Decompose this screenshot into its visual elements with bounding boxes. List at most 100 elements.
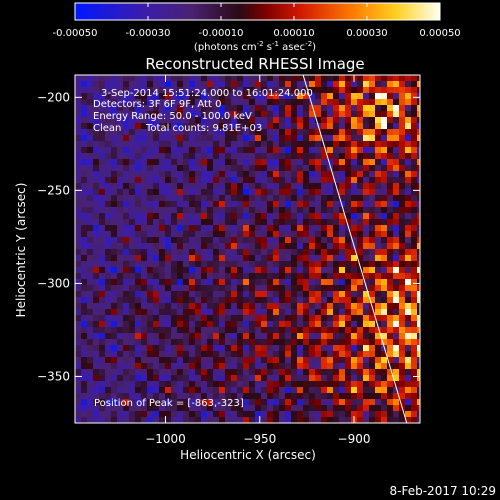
heatmap-cell <box>93 123 100 130</box>
heatmap-cell <box>339 315 346 322</box>
heatmap-cell <box>123 123 130 130</box>
heatmap-cell <box>189 243 196 250</box>
heatmap-cell <box>315 141 322 148</box>
heatmap-cell <box>165 225 172 232</box>
heatmap-cell <box>327 273 334 280</box>
heatmap-cell <box>285 225 292 232</box>
heatmap-cell <box>123 363 130 370</box>
heatmap-cell <box>117 87 124 94</box>
heatmap-cell <box>393 99 400 106</box>
heatmap-cell <box>315 399 322 406</box>
heatmap-cell <box>375 105 382 112</box>
heatmap-cell <box>273 207 280 214</box>
heatmap-cell <box>159 267 166 274</box>
heatmap-cell <box>249 255 256 262</box>
heatmap-cell <box>411 285 418 292</box>
heatmap-cell <box>339 255 346 262</box>
heatmap-cell <box>255 195 262 202</box>
heatmap-cell <box>117 243 124 250</box>
heatmap-cell <box>309 213 316 220</box>
heatmap-cell <box>129 123 136 130</box>
heatmap-cell <box>135 399 142 406</box>
heatmap-cell <box>177 315 184 322</box>
heatmap-cell <box>273 261 280 268</box>
heatmap-cell <box>351 87 358 94</box>
heatmap-cell <box>171 309 178 316</box>
heatmap-cell <box>129 411 136 418</box>
heatmap-cell <box>111 201 118 208</box>
heatmap-cell <box>81 267 88 274</box>
heatmap-cell <box>261 381 268 388</box>
heatmap-cell <box>267 315 274 322</box>
heatmap-cell <box>417 369 420 376</box>
annotation-energy: Energy Range: 50.0 - 100.0 keV <box>93 111 252 122</box>
heatmap-cell <box>417 267 420 274</box>
heatmap-cell <box>267 393 274 400</box>
heatmap-cell <box>195 153 202 160</box>
heatmap-cell <box>75 93 82 100</box>
heatmap-cell <box>339 351 346 358</box>
heatmap-cell <box>417 339 420 346</box>
heatmap-cell <box>135 225 142 232</box>
heatmap-cell <box>213 177 220 184</box>
heatmap-cell <box>189 135 196 142</box>
heatmap-cell <box>117 177 124 184</box>
heatmap-cell <box>339 189 346 196</box>
heatmap-cell <box>399 93 406 100</box>
heatmap-cell <box>117 363 124 370</box>
heatmap-cell <box>189 339 196 346</box>
heatmap-cell <box>333 111 340 118</box>
heatmap-cell <box>117 267 124 274</box>
heatmap-cell <box>207 231 214 238</box>
heatmap-cell <box>201 411 208 418</box>
heatmap-cell <box>195 387 202 394</box>
heatmap-cell <box>93 99 100 106</box>
heatmap-cell <box>255 315 262 322</box>
heatmap-cell <box>189 87 196 94</box>
heatmap-cell <box>405 147 412 154</box>
heatmap-cell <box>141 339 148 346</box>
colorbar-tick-label: 0.00030 <box>346 28 387 39</box>
heatmap-cell <box>297 129 304 136</box>
heatmap-cell <box>201 375 208 382</box>
heatmap-cell <box>303 267 310 274</box>
heatmap-cell <box>303 159 310 166</box>
heatmap-cell <box>243 219 250 226</box>
heatmap-cell <box>147 243 154 250</box>
heatmap-cell <box>315 243 322 250</box>
heatmap-cell <box>105 135 112 142</box>
heatmap-cell <box>111 141 118 148</box>
heatmap-cell <box>141 87 148 94</box>
heatmap-cell <box>129 177 136 184</box>
heatmap-cell <box>231 171 238 178</box>
heatmap-cell <box>279 237 286 244</box>
heatmap-cell <box>357 387 364 394</box>
heatmap-cell <box>255 153 262 160</box>
heatmap-cell <box>159 105 166 112</box>
heatmap-cell <box>165 393 172 400</box>
heatmap-cell <box>411 279 418 286</box>
heatmap-cell <box>255 75 262 82</box>
heatmap-cell <box>81 165 88 172</box>
heatmap-cell <box>231 87 238 94</box>
heatmap-cell <box>219 75 226 82</box>
heatmap-cell <box>339 171 346 178</box>
heatmap-cell <box>309 123 316 130</box>
heatmap-cell <box>141 303 148 310</box>
heatmap-cell <box>141 213 148 220</box>
heatmap-cell <box>297 393 304 400</box>
heatmap-cell <box>369 393 376 400</box>
heatmap-cell <box>225 147 232 154</box>
heatmap-cell <box>213 159 220 166</box>
heatmap-cell <box>105 87 112 94</box>
heatmap-cell <box>207 309 214 316</box>
heatmap-cell <box>219 345 226 352</box>
heatmap-cell <box>345 363 352 370</box>
heatmap-cell <box>255 393 262 400</box>
heatmap-cell <box>183 117 190 124</box>
heatmap-cell <box>165 75 172 82</box>
heatmap-cell <box>141 171 148 178</box>
heatmap-cell <box>327 399 334 406</box>
heatmap-cell <box>393 309 400 316</box>
heatmap-cell <box>243 417 250 423</box>
